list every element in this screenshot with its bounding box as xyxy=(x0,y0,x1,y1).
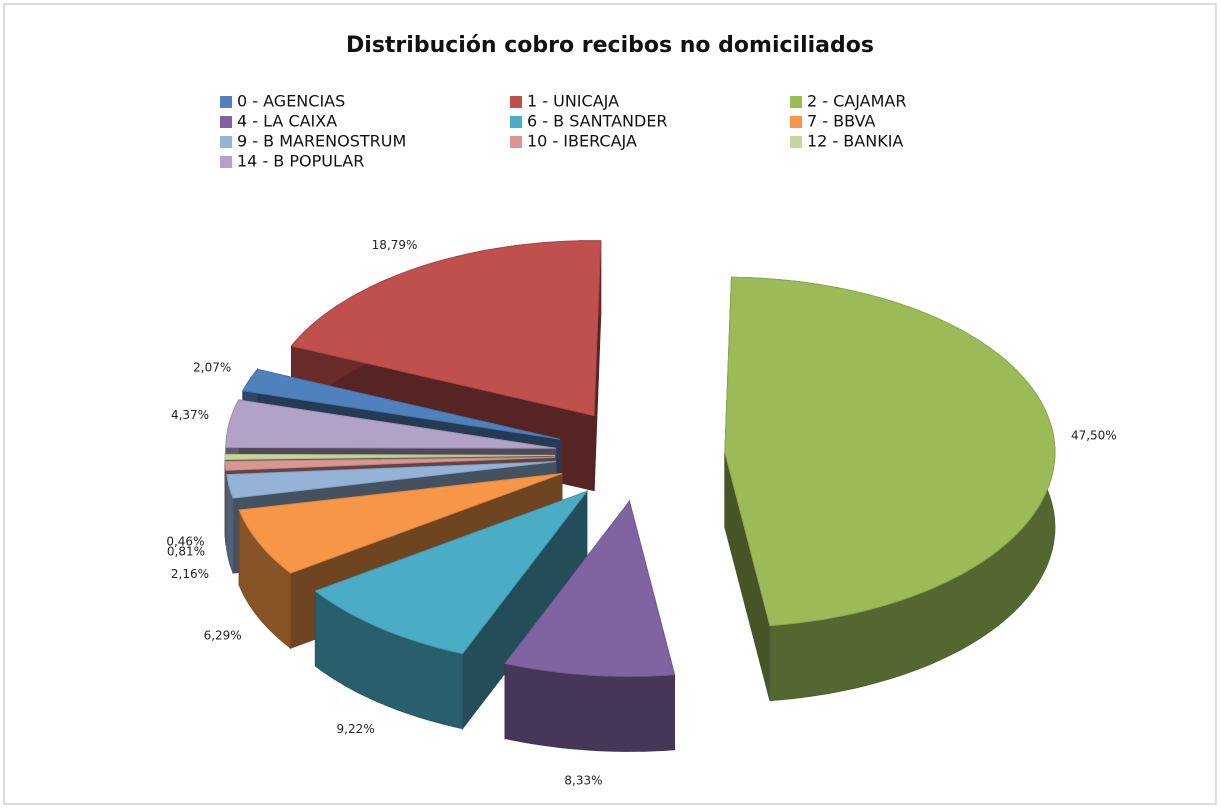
legend-label: 0 - AGENCIAS xyxy=(237,92,345,111)
slice xyxy=(504,499,676,752)
legend-swatch xyxy=(510,116,522,128)
data-label: 6,29% xyxy=(204,629,242,643)
legend-label: 9 - B MARENOSTRUM xyxy=(237,132,406,151)
legend-swatch xyxy=(790,96,802,108)
slice-outer xyxy=(224,461,227,546)
chart-title: Distribución cobro recibos no domiciliad… xyxy=(346,33,874,58)
slice-top xyxy=(724,276,1056,627)
data-label: 8,33% xyxy=(564,773,602,787)
legend-swatch xyxy=(790,136,802,148)
legend-label: 12 - BANKIA xyxy=(807,132,903,151)
data-label: 18,79% xyxy=(372,238,418,252)
data-label: 4,37% xyxy=(171,408,209,422)
data-label: 2,16% xyxy=(171,567,209,581)
slice-top xyxy=(238,473,563,574)
legend-label: 6 - B SANTANDER xyxy=(527,112,668,131)
slice-top xyxy=(224,453,556,461)
legend-swatch xyxy=(220,136,232,148)
legend-label: 14 - B POPULAR xyxy=(237,152,364,171)
slice-outer xyxy=(504,662,675,752)
slice-top xyxy=(224,456,556,471)
legend-swatch xyxy=(220,116,232,128)
legend-label: 7 - BBVA xyxy=(807,112,876,131)
slice-top xyxy=(225,399,556,449)
slice xyxy=(314,490,589,731)
legend-swatch xyxy=(510,96,522,108)
legend-swatch xyxy=(220,156,232,168)
slice-top xyxy=(226,461,556,499)
slice-top xyxy=(314,490,589,655)
legend-label: 2 - CAJAMAR xyxy=(807,92,907,111)
data-label: 0,46% xyxy=(166,535,204,549)
legend-swatch xyxy=(220,96,232,108)
slice-top xyxy=(290,240,602,417)
data-label: 2,07% xyxy=(193,360,231,374)
data-label: 9,22% xyxy=(337,722,375,736)
legend-label: 10 - IBERCAJA xyxy=(527,132,637,151)
slice-top xyxy=(242,368,561,440)
legend-swatch xyxy=(790,116,802,128)
legend-label: 1 - UNICAJA xyxy=(527,92,619,111)
slice xyxy=(724,276,1056,702)
data-label: 0,81% xyxy=(167,544,205,558)
legend-label: 4 - LA CAIXA xyxy=(237,112,337,131)
slice-top xyxy=(504,500,676,677)
data-label: 47,50% xyxy=(1071,428,1117,442)
legend-swatch xyxy=(510,136,522,148)
